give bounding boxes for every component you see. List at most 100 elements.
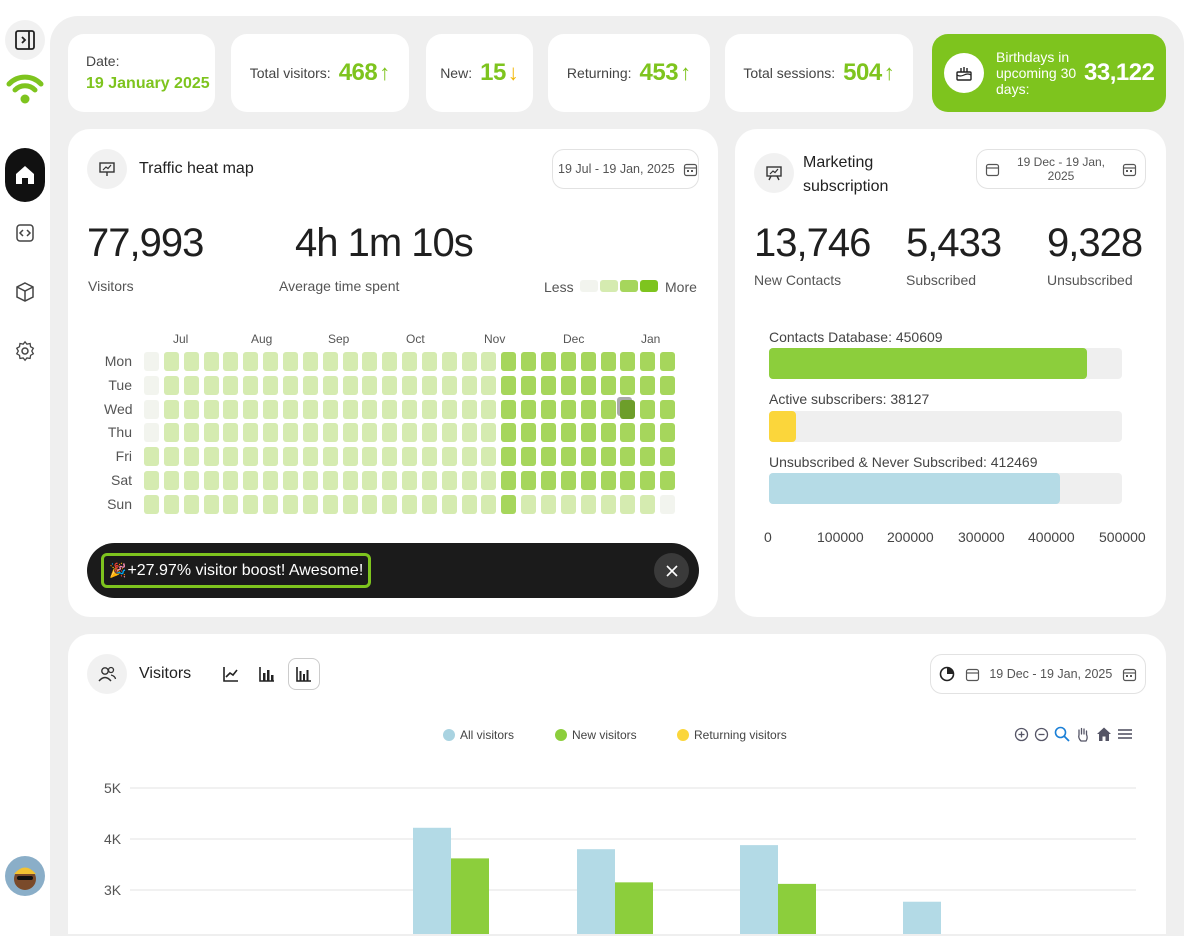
menu-icon[interactable] [1117,726,1133,742]
heatmap-cell[interactable] [660,447,676,467]
heatmap-cell[interactable] [302,471,318,490]
heatmap-cell[interactable] [640,399,656,419]
heatmap-cell[interactable] [660,494,676,514]
heatmap-cell[interactable] [243,352,259,371]
heatmap-cell[interactable] [322,423,338,443]
heatmap-cell[interactable] [342,494,358,514]
heatmap-cell[interactable] [501,352,517,371]
heatmap-cell[interactable] [481,494,497,514]
heatmap-cell[interactable] [282,399,298,419]
heatmap-cell[interactable] [163,423,179,443]
heatmap-cell[interactable] [302,494,318,514]
heatmap-cell[interactable] [203,494,219,514]
heatmap-cell[interactable] [541,375,556,395]
heatmap-cell[interactable] [282,494,298,514]
heatmap-cell[interactable] [263,375,279,395]
nav-embed[interactable] [5,213,45,253]
heatmap-cell[interactable] [282,447,298,467]
heatmap-cell[interactable] [322,494,338,514]
heatmap-cell[interactable] [263,352,279,371]
heatmap-cell[interactable] [501,494,517,514]
heatmap-cell[interactable] [580,399,596,419]
heatmap-cell[interactable] [481,375,497,395]
heatmap-cell[interactable] [620,352,636,371]
line-chart-toggle[interactable] [215,658,247,690]
heatmap-cell[interactable] [481,447,497,467]
heatmap-cell[interactable] [441,399,457,419]
heatmap-cell[interactable] [223,399,239,419]
legend-all-visitors[interactable]: All visitors [443,728,514,742]
heatmap-cell[interactable] [382,494,398,514]
heatmap-cell[interactable] [481,423,497,443]
heatmap-cell[interactable] [382,423,398,443]
heatmap-cell[interactable] [263,423,279,443]
heatmap-cell[interactable] [402,423,418,443]
heatmap-cell[interactable] [580,352,596,371]
all-visitors-bar[interactable] [577,849,615,934]
heatmap-cell[interactable] [600,423,616,443]
heatmap-date-picker[interactable]: 19 Jul - 19 Jan, 2025 [552,149,699,189]
heatmap-cell[interactable] [243,494,259,514]
heatmap-cell[interactable] [163,447,179,467]
heatmap-cell[interactable] [521,494,537,514]
heatmap-cell[interactable] [243,375,259,395]
heatmap-cell[interactable] [541,447,556,467]
heatmap-cell[interactable] [421,399,437,419]
heatmap-cell[interactable] [461,399,477,419]
heatmap-cell[interactable] [144,399,159,419]
heatmap-cell[interactable] [243,447,259,467]
heatmap-cell[interactable] [342,352,358,371]
heatmap-cell[interactable] [144,447,159,467]
heatmap-cell[interactable] [441,471,457,490]
heatmap-cell[interactable] [183,399,199,419]
heatmap-cell[interactable] [660,423,676,443]
heatmap-cell[interactable] [620,423,636,443]
new-visitors-bar[interactable] [615,882,653,934]
heatmap-cell[interactable] [521,399,537,419]
heatmap-cell[interactable] [203,471,219,490]
heatmap-cell[interactable] [660,375,676,395]
heatmap-cell[interactable] [461,352,477,371]
heatmap-cell[interactable] [163,471,179,490]
heatmap-cell[interactable] [382,352,398,371]
avatar[interactable] [5,856,45,896]
heatmap-cell[interactable] [402,399,418,419]
heatmap-cell[interactable] [223,447,239,467]
heatmap-cell[interactable] [163,399,179,419]
heatmap-cell[interactable] [322,375,338,395]
heatmap-cell[interactable] [322,352,338,371]
heatmap-cell[interactable] [402,375,418,395]
heatmap-cell[interactable] [421,352,437,371]
heatmap-cell[interactable] [223,375,239,395]
birthdays-card[interactable]: Birthdays in upcoming 30 days: 33,122 [932,34,1166,112]
heatmap-cell[interactable] [362,494,378,514]
heatmap-cell[interactable] [620,447,636,467]
legend-returning-visitors[interactable]: Returning visitors [677,728,787,742]
heatmap-cell[interactable] [600,375,616,395]
heatmap-cell[interactable] [580,471,596,490]
heatmap-cell[interactable] [521,447,537,467]
heatmap-cell[interactable] [481,352,497,371]
heatmap-cell[interactable] [541,352,556,371]
heatmap-cell[interactable] [521,423,537,443]
heatmap-cell[interactable] [203,352,219,371]
heatmap-cell[interactable] [203,423,219,443]
heatmap-cell[interactable] [263,494,279,514]
new-visitors-bar[interactable] [778,883,816,934]
heatmap-cell[interactable] [600,494,616,514]
heatmap-cell[interactable] [640,352,656,371]
heatmap-cell[interactable] [441,375,457,395]
heatmap-cell[interactable] [560,471,576,490]
heatmap-cell[interactable] [263,471,279,490]
heatmap-cell[interactable] [481,399,497,419]
heatmap-cell[interactable] [402,494,418,514]
heatmap-cell[interactable] [660,352,676,371]
heatmap-cell[interactable] [282,471,298,490]
heatmap-cell[interactable] [560,447,576,467]
heatmap-cell[interactable] [461,471,477,490]
heatmap-cell[interactable] [620,471,636,490]
heatmap-cell[interactable] [421,375,437,395]
heatmap-cell[interactable] [223,494,239,514]
heatmap-cell[interactable] [560,375,576,395]
heatmap-cell[interactable] [183,471,199,490]
